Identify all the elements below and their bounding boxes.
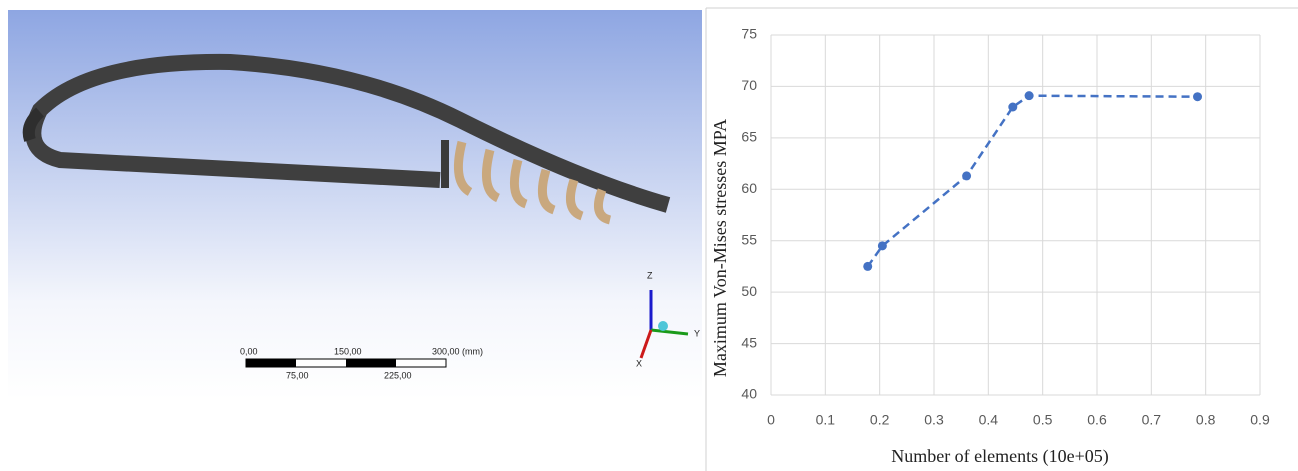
scale-label: 75,00 xyxy=(286,370,309,380)
y-tick-label: 55 xyxy=(741,231,757,247)
data-point xyxy=(863,262,872,271)
x-tick-label: 0.5 xyxy=(1033,412,1053,428)
scale-label: 150,00 xyxy=(334,346,362,356)
triad-ball xyxy=(658,321,668,331)
x-tick-label: 0.6 xyxy=(1087,412,1107,428)
data-point xyxy=(962,171,971,180)
y-tick-label: 70 xyxy=(741,77,757,93)
x-tick-label: 0.7 xyxy=(1142,412,1162,428)
y-tick-label: 60 xyxy=(741,180,757,196)
triad-label: Z xyxy=(647,270,653,280)
x-tick-label: 0.2 xyxy=(870,412,890,428)
y-tick-label: 65 xyxy=(741,129,757,145)
x-tick-label: 0.3 xyxy=(924,412,944,428)
data-point xyxy=(1008,103,1017,112)
scale-label: 300,00 (mm) xyxy=(432,346,483,356)
y-tick-label: 75 xyxy=(741,26,757,42)
x-tick-label: 0.8 xyxy=(1196,412,1216,428)
mesh-view: 0,00 150,00 300,00 (mm) 75,00 225,00 Z Y… xyxy=(8,10,702,400)
x-axis-title: Number of elements (10e+05) xyxy=(891,446,1109,467)
data-point xyxy=(878,241,887,250)
triad-label: Y xyxy=(694,328,700,338)
data-point xyxy=(1193,92,1202,101)
scale-label: 225,00 xyxy=(384,370,412,380)
x-tick-label: 0.9 xyxy=(1250,412,1270,428)
y-tick-label: 45 xyxy=(741,334,757,350)
scale-label: 0,00 xyxy=(240,346,258,356)
x-tick-label: 0.1 xyxy=(816,412,836,428)
y-axis-title: Maximum Von-Mises stresses MPA xyxy=(710,119,730,377)
x-tick-label: 0 xyxy=(767,412,775,428)
y-tick-label: 40 xyxy=(741,386,757,402)
x-tick-label: 0.4 xyxy=(979,412,999,428)
scale-segment xyxy=(246,359,296,367)
triad-label: X xyxy=(636,358,642,368)
data-point xyxy=(1025,91,1034,100)
y-tick-label: 50 xyxy=(741,283,757,299)
scale-segment xyxy=(346,359,396,367)
page: 0,00 150,00 300,00 (mm) 75,00 225,00 Z Y… xyxy=(0,0,1298,471)
